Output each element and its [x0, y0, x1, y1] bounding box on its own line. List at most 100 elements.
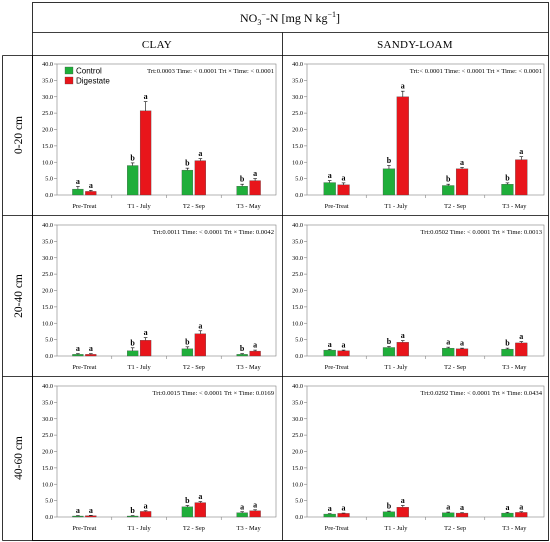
y-tick-label: 0.0 — [295, 192, 303, 199]
x-tick-label: T3 - May — [237, 203, 262, 210]
significance-letter: b — [446, 175, 451, 184]
x-tick-label: T1 - July — [384, 364, 408, 371]
significance-letter: a — [198, 149, 202, 158]
x-tick-label: T2 - Sep — [444, 525, 466, 532]
control-bar — [236, 354, 248, 357]
panel-clay-0-20cm: 0.0 5.0 10.0 15.0 20.0 25.0 30.0 35.0 40.0 Pre-Tr… — [42, 61, 277, 210]
x-tick-label: Pre-Treat — [72, 203, 96, 210]
control-bar — [181, 169, 194, 196]
y-tick-label: 30.0 — [42, 94, 53, 101]
control-bar — [236, 512, 248, 518]
control-bar — [501, 348, 514, 357]
significance-letter: a — [253, 341, 257, 350]
legend-label-digestate: Digestate — [76, 77, 110, 86]
stats-text: Trt:0.0292 Time: < 0.0001 Trt × Time: 0.… — [420, 390, 542, 397]
y-tick-label: 40.0 — [42, 383, 53, 390]
x-tick-label: T3 - May — [502, 364, 527, 371]
y-tick-label: 0.0 — [45, 192, 53, 199]
significance-letter: b — [130, 338, 135, 347]
control-bar — [323, 182, 336, 196]
significance-letter: a — [89, 344, 93, 353]
digestate-bar — [139, 340, 152, 357]
digestate-bar — [455, 512, 469, 518]
legend-swatch-digestate — [64, 76, 74, 85]
control-bar — [323, 349, 336, 357]
depth-label-20-40: 20-40 cm — [13, 274, 25, 318]
plot-area — [306, 385, 545, 518]
significance-letter: b — [185, 496, 190, 505]
y-tick-label: 30.0 — [42, 255, 53, 262]
significance-letter: b — [130, 506, 135, 515]
significance-letter: a — [76, 177, 80, 186]
significance-letter: a — [505, 503, 509, 512]
y-tick-label: 10.0 — [42, 481, 53, 488]
significance-letter: a — [460, 503, 464, 512]
y-tick-label: 10.0 — [292, 481, 303, 488]
digestate-bar — [515, 342, 528, 357]
legend-swatch-control — [64, 66, 74, 75]
y-tick-label: 20.0 — [42, 449, 53, 456]
y-tick-label: 5.0 — [45, 176, 53, 183]
digestate-bar — [139, 110, 152, 196]
y-tick-label: 40.0 — [292, 61, 303, 68]
y-tick-label: 25.0 — [42, 271, 53, 278]
significance-letter: a — [401, 82, 405, 91]
panel-sandy-loam-20-40cm: 0.0 5.0 10.0 15.0 20.0 25.0 30.0 35.0 40.0 Pre-Tr… — [292, 222, 545, 371]
significance-letter: a — [328, 171, 332, 180]
significance-letter: a — [144, 328, 148, 337]
significance-letter: a — [144, 501, 148, 510]
significance-letter: a — [519, 147, 523, 156]
significance-letter: a — [144, 92, 148, 101]
stats-text: Trt:0.0502 Time: < 0.0001 Trt × Time: 0.… — [420, 229, 542, 236]
figure-frame — [32, 2, 549, 541]
control-bar — [442, 347, 455, 357]
x-tick-label: T3 - May — [237, 525, 262, 532]
y-tick-label: 0.0 — [295, 514, 303, 521]
y-tick-label: 30.0 — [292, 416, 303, 423]
y-tick-label: 0.0 — [295, 353, 303, 360]
x-tick-label: T2 - Sep — [444, 364, 466, 371]
digestate-bar — [337, 184, 350, 196]
y-tick-label: 15.0 — [292, 143, 303, 150]
y-tick-label: 20.0 — [42, 288, 53, 295]
digestate-bar — [515, 512, 528, 518]
digestate-bar — [85, 515, 97, 518]
x-tick-label: Pre-Treat — [325, 364, 349, 371]
y-tick-label: 20.0 — [292, 127, 303, 134]
significance-letter: a — [446, 503, 450, 512]
plot-area — [306, 224, 545, 357]
digestate-bar — [396, 507, 409, 518]
significance-letter: a — [401, 496, 405, 505]
significance-letter: a — [342, 173, 346, 182]
digestate-bar — [139, 511, 152, 518]
panel-clay-40-60cm: 0.0 5.0 10.0 15.0 20.0 25.0 30.0 35.0 40.0 Pre-Tr… — [42, 383, 277, 532]
y-tick-label: 15.0 — [42, 143, 53, 150]
x-tick-label: T3 - May — [502, 203, 527, 210]
y-tick-label: 40.0 — [292, 222, 303, 229]
x-tick-label: T1 - July — [384, 525, 408, 532]
digestate-bar — [194, 160, 206, 196]
significance-letter: a — [253, 500, 257, 509]
control-bar — [127, 350, 139, 357]
significance-letter: a — [519, 502, 523, 511]
x-tick-label: T1 - July — [384, 203, 408, 210]
significance-letter: b — [185, 337, 190, 346]
y-tick-label: 5.0 — [45, 337, 53, 344]
plot-area — [56, 224, 277, 357]
significance-letter: a — [401, 331, 405, 340]
y-tick-label: 5.0 — [295, 337, 303, 344]
legend-label-control: Control — [76, 67, 102, 76]
significance-letter: a — [89, 506, 93, 515]
significance-letter: a — [342, 504, 346, 513]
x-tick-label: T3 - May — [237, 364, 262, 371]
y-tick-label: 10.0 — [292, 320, 303, 327]
y-tick-label: 25.0 — [292, 110, 303, 117]
significance-letter: a — [446, 338, 450, 347]
soil-header-clay: CLAY — [142, 39, 172, 51]
digestate-bar — [249, 180, 261, 196]
control-bar — [442, 512, 455, 518]
y-tick-label: 10.0 — [292, 159, 303, 166]
y-tick-label: 5.0 — [295, 176, 303, 183]
significance-letter: a — [198, 321, 202, 330]
y-tick-label: 0.0 — [45, 514, 53, 521]
